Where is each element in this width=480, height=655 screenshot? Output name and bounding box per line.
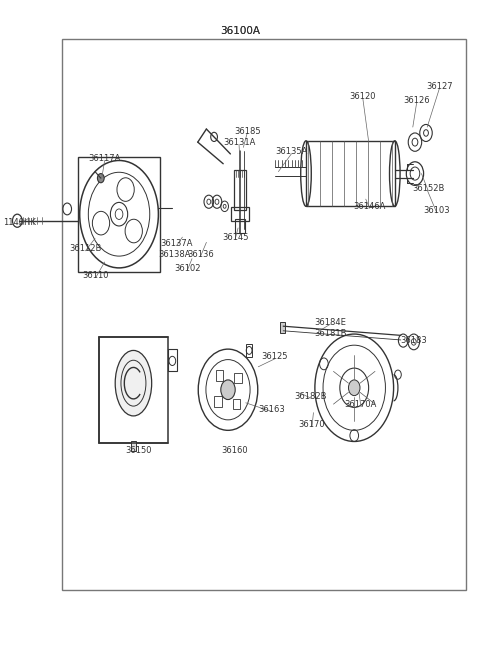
Bar <box>234 373 242 383</box>
Text: 36103: 36103 <box>423 206 450 215</box>
Text: 36120: 36120 <box>349 92 376 101</box>
Text: 36170: 36170 <box>299 420 325 429</box>
Bar <box>80 160 158 268</box>
Bar <box>233 398 240 409</box>
Text: 36145: 36145 <box>222 233 249 242</box>
Text: 36136: 36136 <box>187 250 214 259</box>
Text: 36181B: 36181B <box>314 329 347 338</box>
Text: 36146A: 36146A <box>353 202 386 211</box>
Text: 36183: 36183 <box>400 336 427 345</box>
Text: 36117A: 36117A <box>88 154 121 163</box>
Text: 36170A: 36170A <box>345 400 377 409</box>
Bar <box>306 141 395 206</box>
Circle shape <box>97 174 104 183</box>
Circle shape <box>348 380 360 396</box>
Ellipse shape <box>115 350 152 416</box>
Text: 36126: 36126 <box>403 96 430 105</box>
Text: 1140HK: 1140HK <box>3 218 36 227</box>
Bar <box>168 349 177 371</box>
Text: 36100A: 36100A <box>220 26 260 37</box>
Bar <box>234 170 246 210</box>
Text: 36100A: 36100A <box>220 26 260 37</box>
Text: 36137A: 36137A <box>160 239 193 248</box>
Bar <box>235 219 245 233</box>
Text: 36125: 36125 <box>261 352 288 362</box>
Text: 36131A: 36131A <box>223 138 255 147</box>
Text: 36184E: 36184E <box>314 318 346 327</box>
Text: 36127: 36127 <box>426 82 453 91</box>
Bar <box>231 207 249 221</box>
Text: 36152B: 36152B <box>412 184 444 193</box>
Text: 36102: 36102 <box>174 264 201 273</box>
Text: 36163: 36163 <box>258 405 285 414</box>
Text: 36138A: 36138A <box>158 250 191 259</box>
Text: 36150: 36150 <box>125 446 152 455</box>
Bar <box>131 441 136 451</box>
Text: 36160: 36160 <box>221 446 248 455</box>
Bar <box>246 344 252 357</box>
Bar <box>62 39 466 590</box>
Circle shape <box>221 380 235 400</box>
Bar <box>216 371 223 381</box>
Text: 36112B: 36112B <box>69 244 102 253</box>
Bar <box>99 337 168 443</box>
Text: 36185: 36185 <box>234 126 261 136</box>
Text: 36182B: 36182B <box>295 392 327 401</box>
Bar <box>280 322 285 333</box>
Text: 36110: 36110 <box>83 271 109 280</box>
Bar <box>214 396 222 407</box>
Bar <box>78 157 160 272</box>
Text: 36135A: 36135A <box>275 147 308 157</box>
